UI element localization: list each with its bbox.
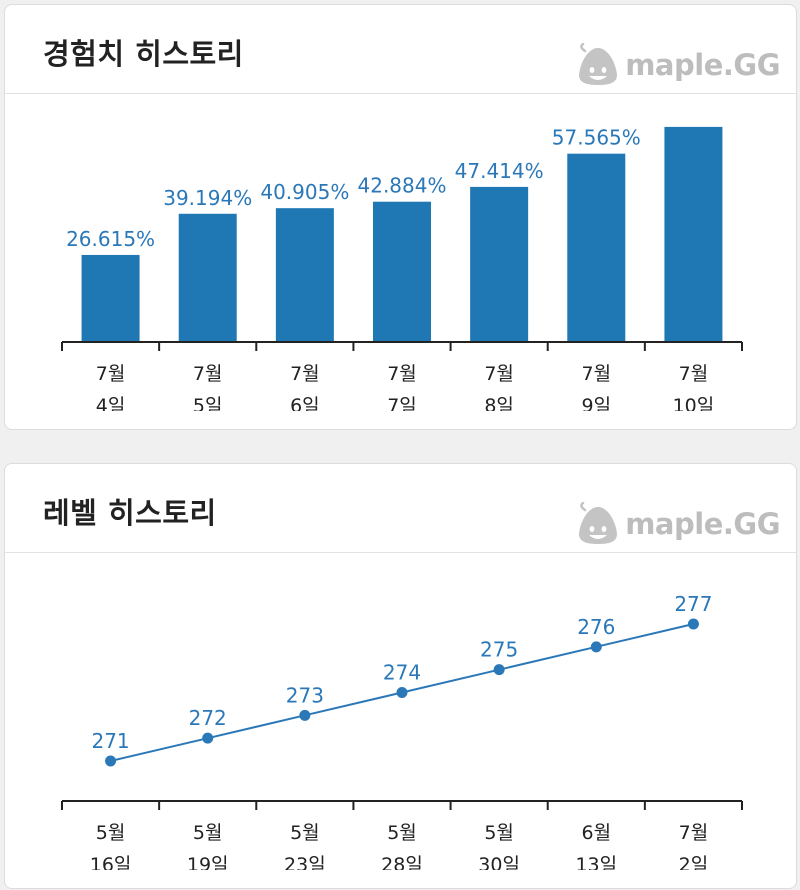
slime-icon xyxy=(579,502,618,544)
x-tick-label-day: 7일 xyxy=(387,395,417,417)
x-tick-label-day: 6일 xyxy=(290,395,320,417)
data-point xyxy=(590,641,602,653)
bar xyxy=(470,186,529,342)
level-card-title: 레벨 히스토리 xyxy=(43,496,217,530)
card-header: 레벨 히스토리 maple.GG xyxy=(5,464,796,553)
x-tick-label-month: 5월 xyxy=(387,822,417,844)
x-tick-label-day: 9일 xyxy=(581,395,611,417)
x-tick-label-month: 7월 xyxy=(679,822,709,844)
x-tick-label-month: 7월 xyxy=(387,363,417,385)
bar xyxy=(567,153,626,342)
bar-value-label: 57.565% xyxy=(552,126,641,150)
x-tick-label-day: 30일 xyxy=(478,854,520,876)
point-value-label: 272 xyxy=(189,706,227,730)
brand-logo[interactable]: maple.GG xyxy=(575,43,780,87)
data-point xyxy=(687,618,699,630)
bar xyxy=(275,208,334,342)
point-value-label: 276 xyxy=(577,615,615,639)
x-tick-label-day: 4일 xyxy=(96,395,126,417)
data-point xyxy=(202,732,214,744)
slime-icon xyxy=(579,43,618,85)
x-tick-label-month: 7월 xyxy=(679,363,709,385)
x-tick-label-day: 23일 xyxy=(284,854,326,876)
x-tick-label-day: 5일 xyxy=(193,395,223,417)
exp-bar-chart: 26.615% 39.194% 40.905% 42.884% 47.414% 57.56… xyxy=(61,99,743,417)
level-line-chart: 271 272 273 274 275 276 277 5월 16일 5월 19일 5월 23일 5월 28… xyxy=(61,592,743,876)
bar xyxy=(81,254,140,342)
x-tick-label-month: 7월 xyxy=(581,363,611,385)
bar xyxy=(664,126,723,342)
bar-value-label: 26.615% xyxy=(66,227,155,251)
x-tick-label-month: 7월 xyxy=(290,363,320,385)
x-tick-label-month: 6월 xyxy=(581,822,611,844)
x-tick-label-day: 16일 xyxy=(90,854,132,876)
x-tick-label-day: 2일 xyxy=(679,854,709,876)
x-tick-label-day: 10일 xyxy=(673,395,715,417)
point-value-label: 275 xyxy=(480,638,518,662)
x-tick-label-day: 8일 xyxy=(484,395,514,417)
data-point xyxy=(105,755,117,767)
x-tick-label-month: 5월 xyxy=(193,822,223,844)
bar xyxy=(178,213,237,342)
brand-logo[interactable]: maple.GG xyxy=(575,502,780,546)
bars-group: 26.615% 39.194% 40.905% 42.884% 47.414% 57.56… xyxy=(66,99,738,342)
data-point xyxy=(493,664,505,676)
x-tick-label-month: 5월 xyxy=(96,822,126,844)
x-tick-label-day: 28일 xyxy=(381,854,423,876)
level-history-card: 레벨 히스토리 maple.GG 271 272 273 274 275 276 277 5월… xyxy=(4,463,797,889)
point-value-label: 271 xyxy=(91,729,129,753)
bar xyxy=(373,201,431,342)
exp-card-title: 경험치 히스토리 xyxy=(43,37,244,71)
data-point xyxy=(396,687,408,698)
data-point xyxy=(299,709,311,721)
x-tick-label-day: 13일 xyxy=(575,854,617,876)
x-tick-label-day: 19일 xyxy=(187,854,229,876)
x-tick-label-month: 7월 xyxy=(193,363,223,385)
point-value-label: 273 xyxy=(286,683,324,707)
bar-value-label: 65.752% xyxy=(649,99,738,123)
bar-value-label: 40.905% xyxy=(260,180,349,204)
bar-value-label: 42.884% xyxy=(358,174,447,198)
exp-history-card: 경험치 히스토리 maple.GG 26.615% 39.194% 40.905% 4… xyxy=(4,4,797,430)
card-header: 경험치 히스토리 maple.GG xyxy=(5,5,796,94)
x-axis: 7월 4일 7월 5일 7월 6일 7월 7일 7월 8일 7월 9일 7월 10일 xyxy=(61,341,743,417)
point-value-label: 277 xyxy=(674,592,712,616)
bar-value-label: 47.414% xyxy=(455,159,544,183)
x-tick-label-month: 5월 xyxy=(290,822,320,844)
x-tick-label-month: 5월 xyxy=(484,822,514,844)
bar-value-label: 39.194% xyxy=(163,186,252,210)
line-group: 271 272 273 274 275 276 277 5월 16일 5월 19일 5월 23일 5월 28… xyxy=(61,592,743,876)
x-tick-label-month: 7월 xyxy=(96,363,126,385)
brand-text: maple.GG xyxy=(625,507,780,541)
point-value-label: 274 xyxy=(383,661,421,685)
x-tick-label-month: 7월 xyxy=(484,363,514,385)
brand-text: maple.GG xyxy=(625,48,780,82)
